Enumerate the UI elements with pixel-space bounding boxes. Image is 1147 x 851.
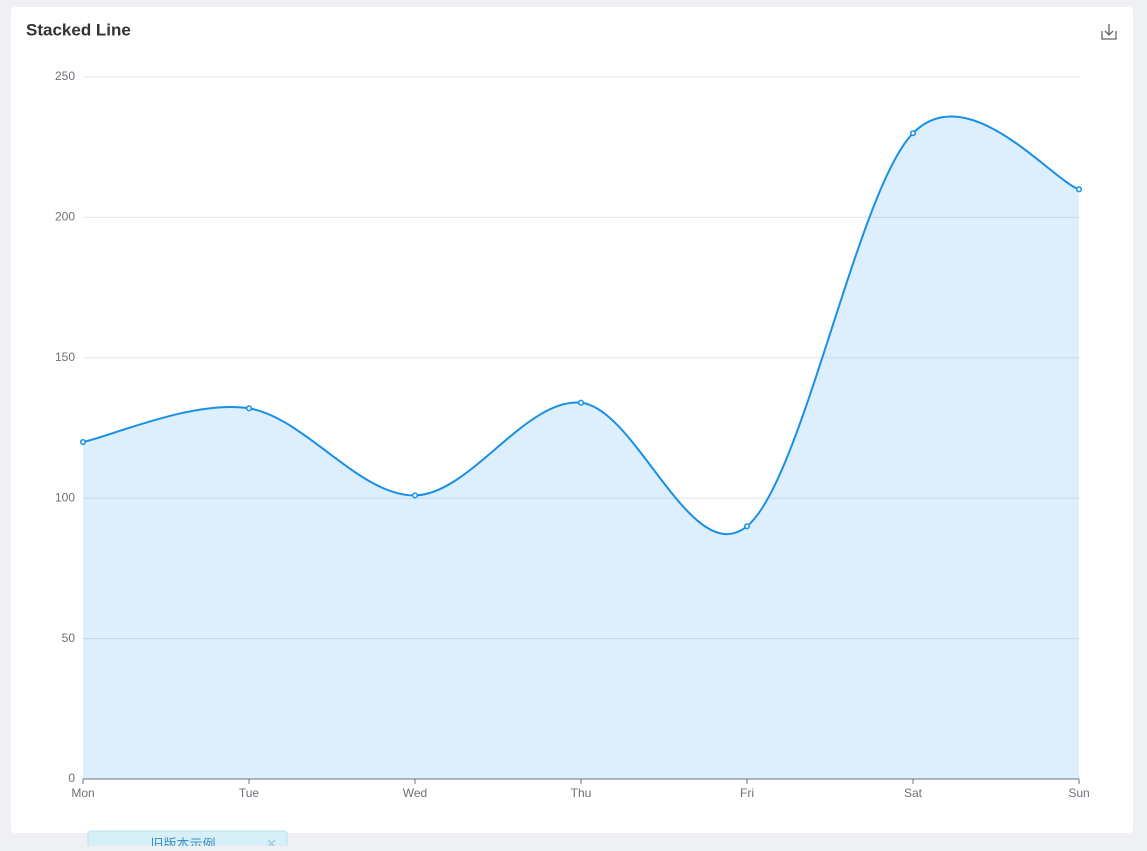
point: [743, 523, 751, 530]
point: [245, 405, 253, 412]
tab[interactable]: 旧版本示例: [87, 830, 288, 851]
y-tick-label: 150: [55, 350, 75, 364]
download-arrow: [1104, 24, 1114, 36]
download-icon[interactable]: [1101, 24, 1117, 40]
x-tick-label: Thu: [571, 786, 592, 800]
point: [79, 438, 87, 446]
plot: 0 50 100 150 200 250 Mon Tue Wed Thu Fri Sat Sun: [55, 69, 1090, 800]
x-tick-label: Mon: [71, 786, 94, 800]
x-tick-label: Wed: [403, 786, 427, 800]
y-tick-label: 250: [55, 69, 75, 83]
download-tray: [1101, 31, 1117, 40]
point: [909, 130, 917, 137]
point: [411, 492, 419, 499]
x-tick-label: Sun: [1068, 786, 1089, 800]
card: [11, 7, 1133, 833]
y-tick-label: 0: [68, 771, 75, 785]
x-tick-label: Fri: [740, 786, 754, 800]
y-tick-label: 200: [55, 210, 75, 224]
x-tick-label: Tue: [239, 786, 260, 800]
y-tick-label: 50: [62, 631, 76, 645]
tab-label[interactable]: 旧版本示例: [150, 836, 215, 851]
area: [83, 116, 1079, 779]
x-tick-label: Sat: [904, 786, 923, 800]
y-tick-label: 100: [55, 490, 75, 504]
point: [577, 399, 585, 406]
chart-title: Stacked Line: [26, 20, 131, 39]
point: [1075, 186, 1083, 193]
